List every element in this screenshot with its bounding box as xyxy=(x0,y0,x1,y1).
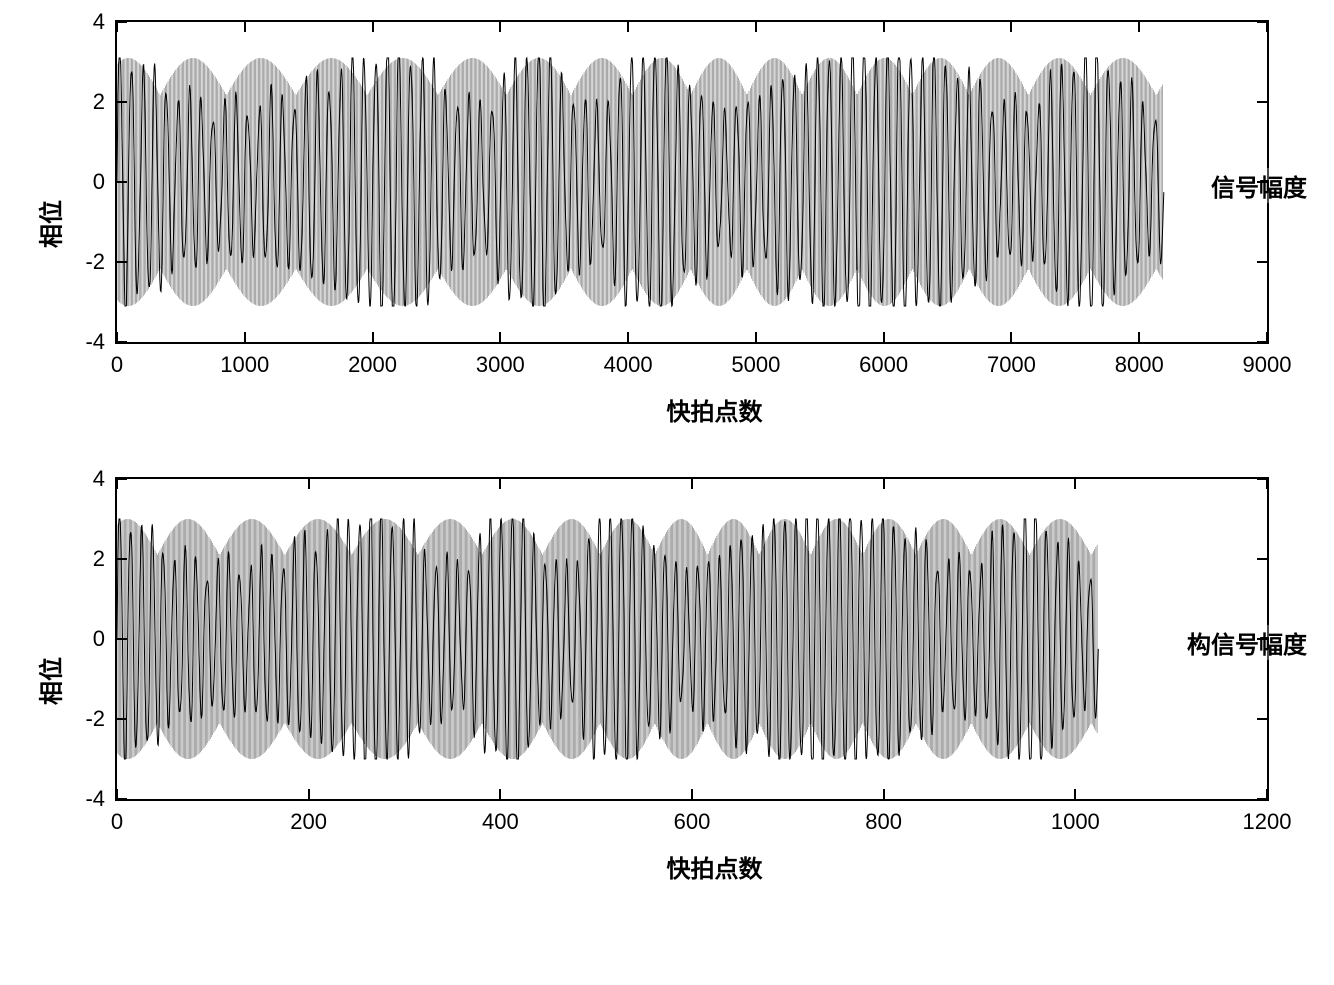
xtick-label: 0 xyxy=(111,809,123,835)
xtick-label: 4000 xyxy=(604,352,653,378)
ytick-label: 4 xyxy=(93,9,105,35)
ytick-label: -4 xyxy=(85,329,105,355)
xtick-label: 8000 xyxy=(1115,352,1164,378)
chart1-legend: 信号幅度 xyxy=(1211,168,1307,203)
ytick-label: 0 xyxy=(93,626,105,652)
chart-1: 相位 信号幅度 -4-20240100020003000400050006000… xyxy=(20,20,1314,427)
chart1-ylabel: 相位 xyxy=(32,200,67,248)
chart2-plot-area: 构信号幅度 -4-2024020040060080010001200 xyxy=(115,477,1269,801)
xtick-label: 0 xyxy=(111,352,123,378)
chart1-plot-area: 信号幅度 -4-20240100020003000400050006000700… xyxy=(115,20,1269,344)
ytick-label: 2 xyxy=(93,89,105,115)
xtick-label: 5000 xyxy=(731,352,780,378)
xtick-label: 1200 xyxy=(1243,809,1292,835)
xtick-label: 400 xyxy=(482,809,519,835)
chart2-legend: 构信号幅度 xyxy=(1187,625,1307,660)
xtick-label: 7000 xyxy=(987,352,1036,378)
xtick-label: 800 xyxy=(865,809,902,835)
xtick-label: 3000 xyxy=(476,352,525,378)
ytick-label: 4 xyxy=(93,466,105,492)
xtick-label: 6000 xyxy=(859,352,908,378)
ytick-label: 0 xyxy=(93,169,105,195)
xtick-label: 200 xyxy=(290,809,327,835)
chart1-xlabel: 快拍点数 xyxy=(115,392,1314,427)
ytick-label: -4 xyxy=(85,786,105,812)
chart2-ylabel: 相位 xyxy=(32,657,67,705)
xtick-label: 600 xyxy=(674,809,711,835)
xtick-label: 1000 xyxy=(220,352,269,378)
xtick-label: 1000 xyxy=(1051,809,1100,835)
chart2-xlabel: 快拍点数 xyxy=(115,849,1314,884)
chart-2: 相位 构信号幅度 -4-2024020040060080010001200 快拍… xyxy=(20,477,1314,884)
xtick-label: 2000 xyxy=(348,352,397,378)
xtick-label: 9000 xyxy=(1243,352,1292,378)
ytick-label: 2 xyxy=(93,546,105,572)
ytick-label: -2 xyxy=(85,706,105,732)
ytick-label: -2 xyxy=(85,249,105,275)
